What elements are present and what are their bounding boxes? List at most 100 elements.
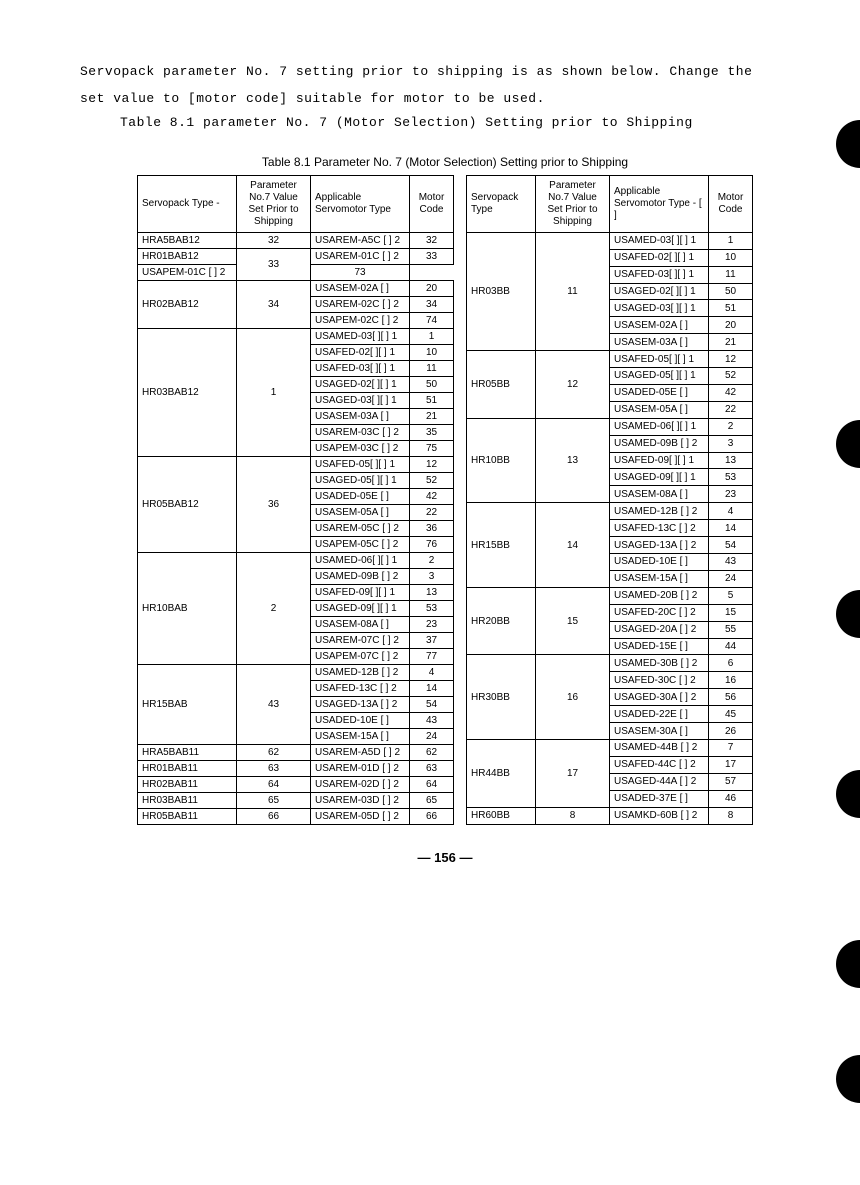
cell-motor-code: 75	[410, 440, 454, 456]
cell-servopack: HR44BB	[467, 739, 536, 807]
cell-motor-code: 11	[410, 360, 454, 376]
table-header-row: Servopack Type - Parameter No.7 Value Se…	[138, 175, 454, 232]
cell-motor-code: 3	[709, 435, 753, 452]
cell-motor-type: USAFED-09[ ][ ] 1	[610, 452, 709, 469]
cell-param-value: 36	[237, 456, 311, 552]
cell-motor-code: 42	[410, 488, 454, 504]
cell-motor-code: 23	[709, 486, 753, 503]
cell-motor-code: 51	[709, 300, 753, 317]
cell-motor-code: 53	[410, 600, 454, 616]
cell-motor-code: 56	[709, 689, 753, 706]
cell-motor-type: USAREM-A5C [ ] 2	[311, 232, 410, 248]
cell-motor-type: USAREM-02C [ ] 2	[311, 296, 410, 312]
cell-param-value: 16	[536, 655, 610, 740]
tables-container: Servopack Type - Parameter No.7 Value Se…	[80, 175, 810, 825]
cell-servopack: HR01BAB12	[138, 248, 237, 264]
cell-motor-type: USASEM-08A [ ]	[610, 486, 709, 503]
cell-motor-type: USAREM-05C [ ] 2	[311, 520, 410, 536]
cell-motor-code: 35	[410, 424, 454, 440]
cell-motor-code: 10	[709, 249, 753, 266]
cell-motor-code: 32	[410, 232, 454, 248]
cell-motor-type: USAMED-03[ ][ ] 1	[610, 232, 709, 249]
header-servopack: Servopack Type	[467, 175, 536, 232]
cell-param-value: 34	[237, 280, 311, 328]
cell-motor-type: USAMED-09B [ ] 2	[311, 568, 410, 584]
cell-servopack: HRA5BAB12	[138, 232, 237, 248]
cell-motor-code: 62	[410, 744, 454, 760]
table-caption-monospace: Table 8.1 parameter No. 7 (Motor Selecti…	[80, 115, 810, 130]
table-row: HRA5BAB1162USAREM-A5D [ ] 262	[138, 744, 454, 760]
cell-motor-code: 44	[709, 638, 753, 655]
cell-motor-code: 8	[709, 807, 753, 824]
cell-servopack: HR15BAB	[138, 664, 237, 744]
cell-motor-code: 34	[410, 296, 454, 312]
cell-motor-code: 5	[709, 587, 753, 604]
cell-servopack: HR05BAB11	[138, 808, 237, 824]
cell-param-value: 64	[237, 776, 311, 792]
cell-motor-type: USAMED-12B [ ] 2	[311, 664, 410, 680]
cell-motor-code: 24	[709, 570, 753, 587]
cell-motor-code: 14	[410, 680, 454, 696]
cell-motor-code: 10	[410, 344, 454, 360]
cell-motor-code: 66	[410, 808, 454, 824]
cell-motor-type: USAFED-09[ ][ ] 1	[311, 584, 410, 600]
cell-motor-type: USAREM-03D [ ] 2	[311, 792, 410, 808]
cell-motor-code: 64	[410, 776, 454, 792]
cell-motor-type: USAFED-30C [ ] 2	[610, 672, 709, 689]
cell-param-value: 32	[237, 232, 311, 248]
cell-motor-type: USAGED-05[ ][ ] 1	[311, 472, 410, 488]
cell-motor-type: USAGED-03[ ][ ] 1	[311, 392, 410, 408]
cell-motor-code: 1	[709, 232, 753, 249]
cell-servopack: HR10BAB	[138, 552, 237, 664]
cell-motor-type: USASEM-02A [ ]	[610, 317, 709, 334]
cell-param-value: 62	[237, 744, 311, 760]
cell-motor-type: USAREM-01D [ ] 2	[311, 760, 410, 776]
cell-motor-code: 65	[410, 792, 454, 808]
cell-servopack: HRA5BAB11	[138, 744, 237, 760]
table-caption-sans: Table 8.1 Parameter No. 7 (Motor Selecti…	[80, 155, 810, 169]
cell-motor-type: USAMED-06[ ][ ] 1	[311, 552, 410, 568]
cell-motor-code: 23	[410, 616, 454, 632]
cell-motor-type: USAGED-30A [ ] 2	[610, 689, 709, 706]
cell-param-value: 33	[237, 248, 311, 280]
header-motor-code: Motor Code	[709, 175, 753, 232]
page-number: — 156 —	[80, 850, 810, 865]
cell-motor-type: USASEM-05A [ ]	[311, 504, 410, 520]
cell-motor-type: USADED-37E [ ]	[610, 790, 709, 807]
cell-motor-type: USAGED-13A [ ] 2	[311, 696, 410, 712]
header-motor-type: Applicable Servomotor Type - [ ]	[610, 175, 709, 232]
cell-param-value: 2	[237, 552, 311, 664]
table-row: HR10BAB2USAMED-06[ ][ ] 12	[138, 552, 454, 568]
cell-motor-code: 7	[709, 739, 753, 756]
table-row: HR03BB11USAMED-03[ ][ ] 11	[467, 232, 753, 249]
cell-servopack: HR60BB	[467, 807, 536, 824]
cell-motor-type: USAPEM-07C [ ] 2	[311, 648, 410, 664]
cell-motor-type: USAGED-02[ ][ ] 1	[610, 283, 709, 300]
cell-motor-type: USAMKD-60B [ ] 2	[610, 807, 709, 824]
cell-motor-code: 3	[410, 568, 454, 584]
table-row: HR05BB12USAFED-05[ ][ ] 112	[467, 351, 753, 368]
table-row: HR05BAB1166USAREM-05D [ ] 266	[138, 808, 454, 824]
cell-motor-type: USAMED-30B [ ] 2	[610, 655, 709, 672]
cell-motor-type: USAFED-13C [ ] 2	[311, 680, 410, 696]
cell-motor-code: 22	[709, 401, 753, 418]
cell-motor-code: 37	[410, 632, 454, 648]
cell-motor-code: 57	[709, 773, 753, 790]
cell-motor-code: 11	[709, 266, 753, 283]
cell-motor-code: 77	[410, 648, 454, 664]
table-header-row: Servopack Type Parameter No.7 Value Set …	[467, 175, 753, 232]
cell-motor-code: 16	[709, 672, 753, 689]
cell-motor-code: 50	[410, 376, 454, 392]
cell-motor-code: 2	[410, 552, 454, 568]
cell-motor-type: USAPEM-01C [ ] 2	[138, 264, 237, 280]
cell-servopack: HR03BAB11	[138, 792, 237, 808]
cell-motor-code: 22	[410, 504, 454, 520]
cell-servopack: HR30BB	[467, 655, 536, 740]
cell-param-value: 66	[237, 808, 311, 824]
cell-motor-code: 42	[709, 384, 753, 401]
cell-motor-code: 50	[709, 283, 753, 300]
cell-motor-type: USASEM-30A [ ]	[610, 723, 709, 740]
table-row: HR03BAB121USAMED-03[ ][ ] 11	[138, 328, 454, 344]
cell-servopack: HR05BAB12	[138, 456, 237, 552]
cell-motor-code: 17	[709, 756, 753, 773]
